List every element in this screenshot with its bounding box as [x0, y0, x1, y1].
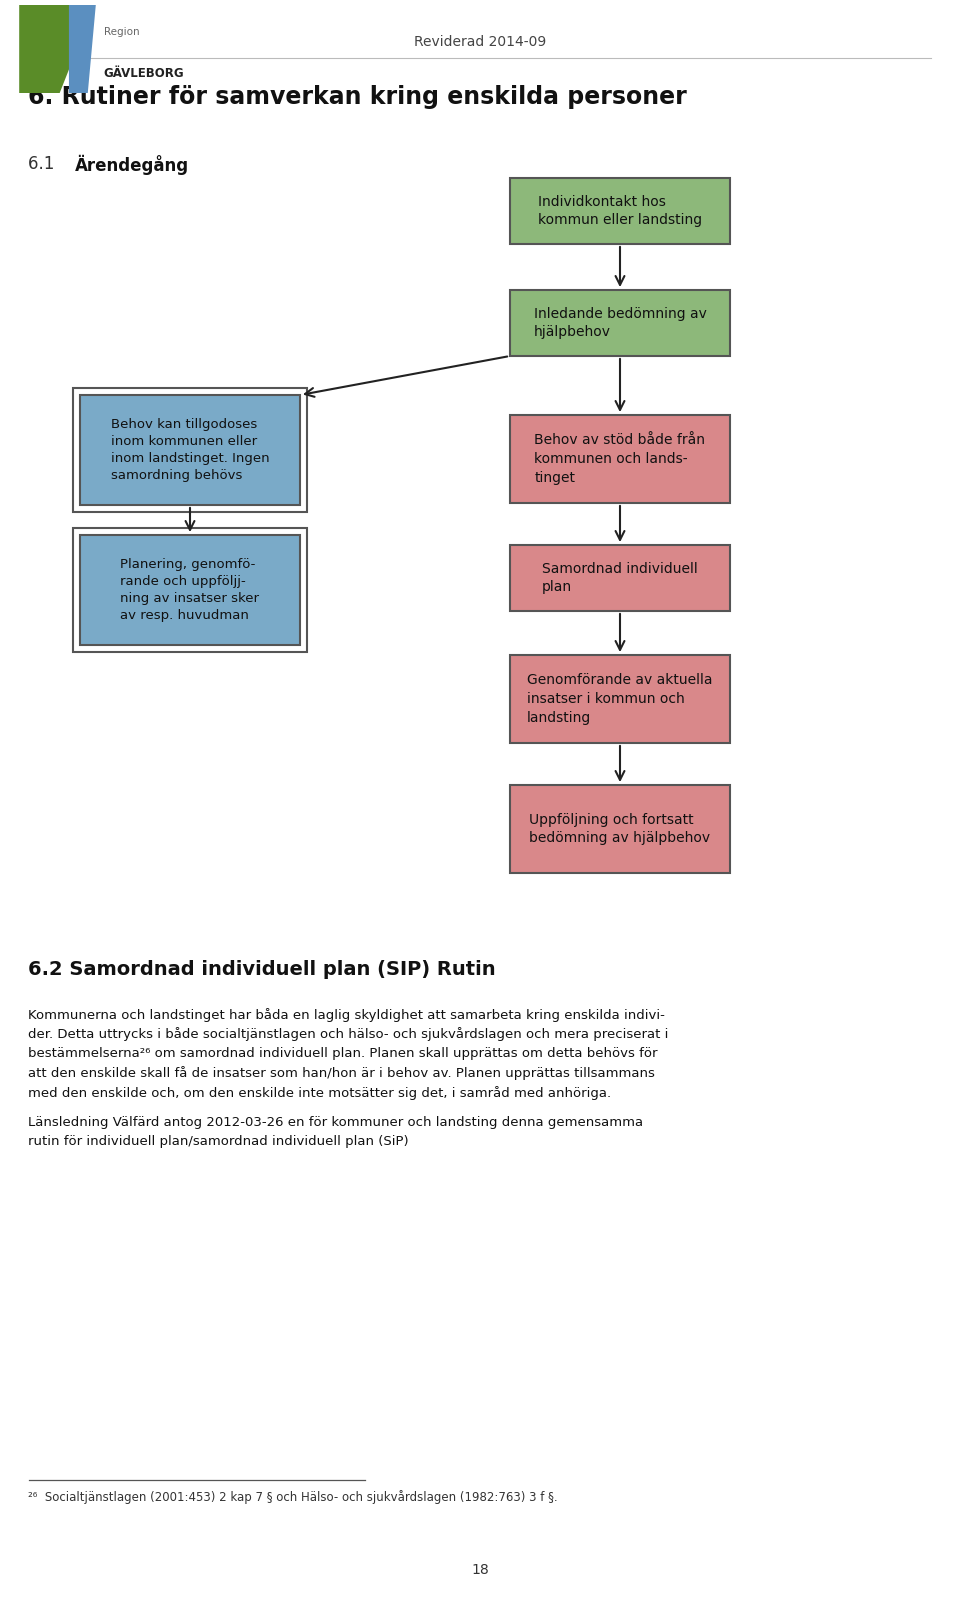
- Text: 18: 18: [471, 1563, 489, 1578]
- Polygon shape: [69, 5, 96, 93]
- Polygon shape: [19, 5, 94, 93]
- Text: att den enskilde skall få de insatser som han/hon är i behov av. Planen upprätta: att den enskilde skall få de insatser so…: [28, 1066, 655, 1080]
- Text: Behov kan tillgodoses
inom kommunen eller
inom landstinget. Ingen
samordning beh: Behov kan tillgodoses inom kommunen elle…: [110, 419, 270, 481]
- Text: Inledande bedömning av
hjälpbehov: Inledande bedömning av hjälpbehov: [534, 306, 707, 340]
- Text: 6.1: 6.1: [28, 155, 65, 172]
- Text: der. Detta uttrycks i både socialtjänstlagen och hälso- och sjukvårdslagen och m: der. Detta uttrycks i både socialtjänstl…: [28, 1027, 668, 1042]
- Text: Individkontakt hos
kommun eller landsting: Individkontakt hos kommun eller landstin…: [538, 195, 702, 227]
- Text: Genomförande av aktuella
insatser i kommun och
landsting: Genomförande av aktuella insatser i komm…: [527, 673, 712, 725]
- FancyBboxPatch shape: [510, 290, 730, 356]
- FancyBboxPatch shape: [510, 655, 730, 742]
- FancyBboxPatch shape: [73, 388, 307, 512]
- FancyBboxPatch shape: [80, 394, 300, 506]
- Text: Behov av stöd både från
kommunen och lands-
tinget: Behov av stöd både från kommunen och lan…: [535, 433, 706, 485]
- Text: Reviderad 2014-09: Reviderad 2014-09: [414, 35, 546, 48]
- Text: Ärendegång: Ärendegång: [75, 155, 189, 175]
- FancyBboxPatch shape: [510, 546, 730, 612]
- Text: bestämmelserna²⁶ om samordnad individuell plan. Planen skall upprättas om detta : bestämmelserna²⁶ om samordnad individuel…: [28, 1046, 658, 1059]
- FancyBboxPatch shape: [510, 786, 730, 873]
- Text: med den enskilde och, om den enskilde inte motsätter sig det, i samråd med anhör: med den enskilde och, om den enskilde in…: [28, 1087, 612, 1100]
- FancyBboxPatch shape: [510, 179, 730, 245]
- Text: Länsledning Välfärd antog 2012-03-26 en för kommuner och landsting denna gemensa: Länsledning Välfärd antog 2012-03-26 en …: [28, 1116, 643, 1129]
- Text: 6.2 Samordnad individuell plan (SIP) Rutin: 6.2 Samordnad individuell plan (SIP) Rut…: [28, 960, 495, 979]
- Text: Kommunerna och landstinget har båda en laglig skyldighet att samarbeta kring ens: Kommunerna och landstinget har båda en l…: [28, 1008, 665, 1022]
- FancyBboxPatch shape: [73, 528, 307, 652]
- Text: Planering, genomfö-
rande och uppföljj-
ning av insatser sker
av resp. huvudman: Planering, genomfö- rande och uppföljj- …: [121, 559, 259, 621]
- Text: Uppföljning och fortsatt
bedömning av hjälpbehov: Uppföljning och fortsatt bedömning av hj…: [529, 813, 710, 845]
- FancyBboxPatch shape: [80, 535, 300, 646]
- Text: Region: Region: [104, 27, 139, 37]
- Text: ²⁶  Socialtjänstlagen (2001:453) 2 kap 7 § och Hälso- och sjukvårdslagen (1982:7: ²⁶ Socialtjänstlagen (2001:453) 2 kap 7 …: [28, 1489, 558, 1504]
- Text: rutin för individuell plan/samordnad individuell plan (SiP): rutin för individuell plan/samordnad ind…: [28, 1135, 409, 1148]
- Text: 6. Rutiner för samverkan kring enskilda personer: 6. Rutiner för samverkan kring enskilda …: [28, 85, 686, 109]
- FancyBboxPatch shape: [510, 415, 730, 502]
- Text: GÄVLEBORG: GÄVLEBORG: [104, 66, 184, 80]
- Text: Samordnad individuell
plan: Samordnad individuell plan: [542, 562, 698, 594]
